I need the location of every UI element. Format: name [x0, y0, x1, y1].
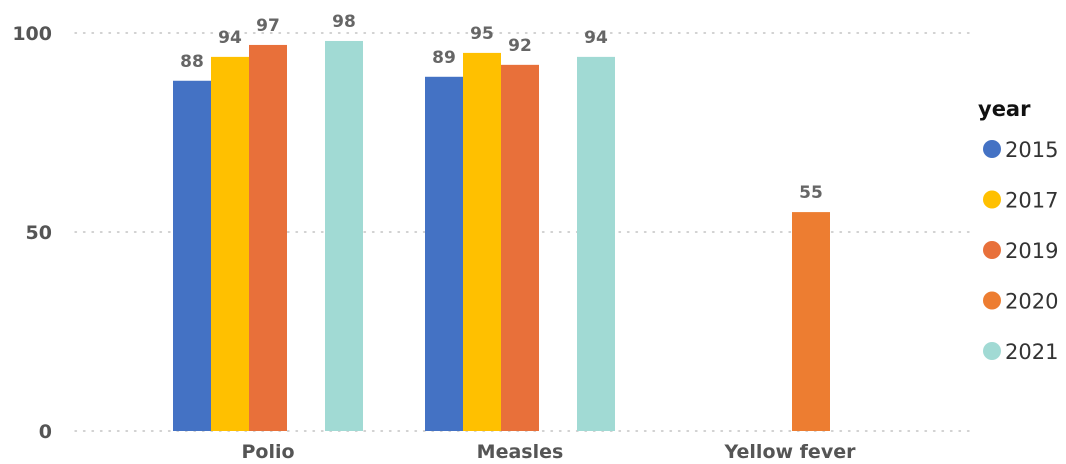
y-axis: 0 50 100	[12, 23, 52, 443]
y-tick-label: 100	[12, 23, 52, 45]
legend-marker-2015	[983, 140, 1001, 158]
x-tick-label: Yellow fever	[724, 441, 857, 463]
data-label-measles-2015: 89	[432, 48, 456, 68]
x-tick-label: Measles	[477, 441, 564, 463]
data-label-measles-2017: 95	[470, 24, 494, 44]
bar-yellow-fever-2020	[792, 212, 830, 431]
legend-marker-2021	[983, 342, 1001, 360]
legend-label-2020: 2020	[1005, 290, 1058, 314]
legend-title: year	[978, 97, 1031, 121]
bar-measles-2015	[425, 76, 463, 431]
legend-label-2021: 2021	[1005, 340, 1058, 364]
data-labels: 88 94 97 98 89 95 92 94 55	[180, 12, 823, 203]
bars	[173, 40, 830, 432]
legend-marker-2020	[983, 291, 1001, 310]
y-tick-label: 0	[39, 421, 52, 443]
legend-marker-2019	[983, 241, 1001, 259]
bar-polio-2017	[211, 56, 249, 431]
legend-label-2017: 2017	[1005, 189, 1058, 213]
data-label-polio-2015: 88	[180, 52, 204, 72]
x-tick-label: Polio	[241, 441, 294, 463]
x-axis: Polio Measles Yellow fever	[241, 441, 856, 463]
data-label-polio-2017: 94	[218, 28, 242, 48]
legend-label-2019: 2019	[1005, 239, 1058, 263]
legend-label-2015: 2015	[1005, 138, 1058, 162]
legend-marker-2017	[983, 190, 1001, 209]
data-label-measles-2021: 94	[584, 28, 608, 48]
bar-measles-2017	[463, 52, 501, 432]
y-tick-label: 50	[26, 222, 52, 244]
bar-polio-2015	[173, 80, 211, 431]
bar-measles-2019	[501, 64, 539, 431]
data-label-polio-2021: 98	[332, 12, 356, 32]
bar-polio-2021	[325, 40, 363, 432]
bar-measles-2021	[577, 56, 615, 431]
data-label-measles-2019: 92	[508, 36, 532, 56]
bar-polio-2019	[249, 44, 287, 431]
data-label-polio-2019: 97	[256, 16, 280, 36]
legend: year 2015 2017 2019 2020 2021	[978, 97, 1058, 364]
data-label-yellow-fever-2020: 55	[799, 183, 823, 203]
